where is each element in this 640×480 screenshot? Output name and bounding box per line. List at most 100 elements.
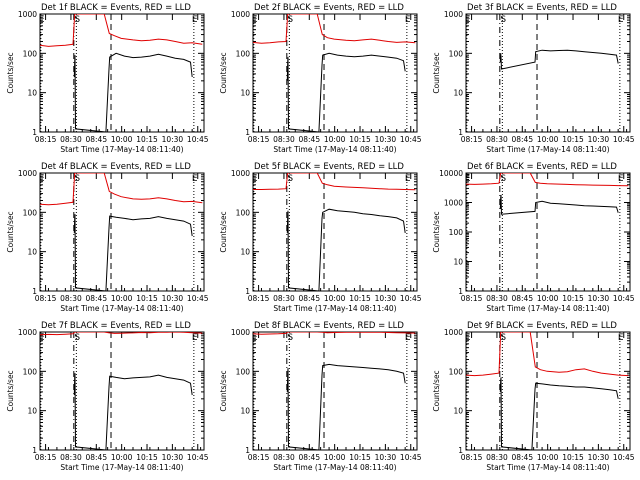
x-tick-label: 08:45 bbox=[85, 453, 107, 462]
y-tick-label: 1 bbox=[32, 446, 37, 455]
y-tick-label: 10 bbox=[27, 89, 37, 98]
marker-label: S bbox=[74, 174, 80, 184]
y-tick-label: 1 bbox=[245, 287, 250, 296]
y-tick-label: 1000 bbox=[18, 328, 37, 337]
y-tick-label: 10000 bbox=[439, 169, 463, 178]
marker-label: S bbox=[500, 174, 506, 184]
x-tick-label: 10:00 bbox=[324, 294, 346, 303]
marker-label: E bbox=[465, 174, 471, 184]
x-tick-label: 10:00 bbox=[111, 453, 133, 462]
y-tick-label: 1000 bbox=[231, 10, 250, 19]
x-axis-label: Start Time (17-May-14 08:11:40) bbox=[486, 145, 609, 154]
marker-label: S bbox=[500, 15, 506, 25]
marker-label: E bbox=[252, 333, 258, 343]
y-tick-label: 1 bbox=[458, 128, 463, 137]
x-tick-label: 10:45 bbox=[187, 453, 209, 462]
marker-label: E bbox=[252, 15, 258, 25]
x-tick-label: 08:45 bbox=[85, 294, 107, 303]
x-tick-label: 10:15 bbox=[562, 135, 584, 144]
marker-label: S bbox=[74, 15, 80, 25]
x-tick-label: 08:45 bbox=[85, 135, 107, 144]
y-tick-label: 1 bbox=[245, 128, 250, 137]
x-tick-label: 08:15 bbox=[35, 135, 57, 144]
y-tick-label: 10 bbox=[453, 89, 463, 98]
x-tick-label: 10:15 bbox=[349, 135, 371, 144]
y-tick-label: 1000 bbox=[444, 10, 463, 19]
x-tick-label: 08:30 bbox=[273, 453, 295, 462]
x-tick-label: 10:15 bbox=[562, 294, 584, 303]
x-tick-label: 08:45 bbox=[298, 294, 320, 303]
series-line-events bbox=[286, 52, 406, 132]
y-tick-label: 1 bbox=[32, 128, 37, 137]
series-line-lld bbox=[40, 173, 203, 206]
y-axis-label: Counts/sec bbox=[6, 211, 15, 252]
y-tick-label: 10 bbox=[240, 407, 250, 416]
plot-panel-2: Det 2f BLACK = Events, RED = LLD 1 10 100 10… bbox=[219, 3, 422, 154]
x-tick-label: 08:15 bbox=[248, 294, 270, 303]
x-tick-label: 10:00 bbox=[111, 135, 133, 144]
y-axis-label: Counts/sec bbox=[219, 211, 228, 252]
y-tick-label: 100 bbox=[236, 49, 251, 58]
y-axis-label: Counts/sec bbox=[6, 52, 15, 93]
marker-label: E bbox=[405, 333, 411, 343]
y-axis-label: Counts/sec bbox=[219, 370, 228, 411]
plot-panel-6: Det 6f BLACK = Events, RED = LLD 1 10 100 10… bbox=[432, 162, 635, 313]
marker-label: E bbox=[192, 174, 198, 184]
y-tick-label: 1000 bbox=[444, 199, 463, 208]
x-tick-label: 10:45 bbox=[613, 294, 635, 303]
marker-label: E bbox=[618, 15, 624, 25]
plot-panel-1: Det 1f BLACK = Events, RED = LLD 1 10 100 10… bbox=[6, 3, 209, 154]
x-tick-label: 08:45 bbox=[511, 135, 533, 144]
y-tick-label: 100 bbox=[449, 228, 464, 237]
x-tick-label: 08:30 bbox=[273, 294, 295, 303]
x-tick-label: 10:45 bbox=[613, 135, 635, 144]
y-tick-label: 100 bbox=[236, 208, 251, 217]
y-axis-label: Counts/sec bbox=[219, 52, 228, 93]
plot-title: Det 9f BLACK = Events, RED = LLD bbox=[467, 321, 617, 331]
x-tick-label: 10:15 bbox=[349, 453, 371, 462]
y-tick-label: 10 bbox=[240, 248, 250, 257]
marker-label: S bbox=[287, 174, 293, 184]
x-tick-label: 10:00 bbox=[537, 453, 559, 462]
y-axis-label: Counts/sec bbox=[6, 370, 15, 411]
marker-label: E bbox=[39, 15, 45, 25]
y-tick-label: 1000 bbox=[18, 10, 37, 19]
plot-title: Det 4f BLACK = Events, RED = LLD bbox=[41, 162, 191, 172]
x-tick-label: 10:30 bbox=[588, 453, 610, 462]
x-tick-label: 10:15 bbox=[349, 294, 371, 303]
x-tick-label: 08:45 bbox=[511, 294, 533, 303]
x-tick-label: 10:00 bbox=[111, 294, 133, 303]
x-tick-label: 08:15 bbox=[461, 453, 483, 462]
series-line-lld bbox=[466, 332, 629, 377]
x-tick-label: 08:30 bbox=[60, 135, 82, 144]
x-tick-label: 10:30 bbox=[162, 294, 184, 303]
x-tick-label: 08:15 bbox=[35, 453, 57, 462]
x-tick-label: 10:45 bbox=[400, 453, 422, 462]
marker-label: S bbox=[287, 333, 293, 343]
x-tick-label: 08:30 bbox=[60, 294, 82, 303]
x-tick-label: 08:15 bbox=[461, 294, 483, 303]
plot-panel-8: Det 8f BLACK = Events, RED = LLD 1 10 100 10… bbox=[219, 321, 422, 472]
y-axis-label: Counts/sec bbox=[432, 52, 441, 93]
y-tick-label: 100 bbox=[449, 49, 464, 58]
x-axis-label: Start Time (17-May-14 08:11:40) bbox=[273, 463, 396, 472]
x-tick-label: 10:30 bbox=[162, 135, 184, 144]
x-tick-label: 10:00 bbox=[324, 453, 346, 462]
y-axis-label: Counts/sec bbox=[432, 370, 441, 411]
marker-label: S bbox=[500, 333, 506, 343]
y-tick-label: 10 bbox=[27, 248, 37, 257]
x-axis-label: Start Time (17-May-14 08:11:40) bbox=[273, 145, 396, 154]
plot-panel-9: Det 9f BLACK = Events, RED = LLD 1 10 100 10… bbox=[432, 321, 635, 472]
marker-label: S bbox=[74, 333, 80, 343]
plot-panel-3: Det 3f BLACK = Events, RED = LLD 1 10 100 10… bbox=[432, 3, 635, 154]
x-axis-label: Start Time (17-May-14 08:11:40) bbox=[486, 463, 609, 472]
y-tick-label: 1000 bbox=[18, 169, 37, 178]
x-axis-label: Start Time (17-May-14 08:11:40) bbox=[60, 304, 183, 313]
x-tick-label: 08:30 bbox=[273, 135, 295, 144]
y-tick-label: 1000 bbox=[231, 328, 250, 337]
series-line-events bbox=[73, 52, 193, 132]
marker-label: E bbox=[618, 174, 624, 184]
plot-title: Det 3f BLACK = Events, RED = LLD bbox=[467, 3, 617, 13]
